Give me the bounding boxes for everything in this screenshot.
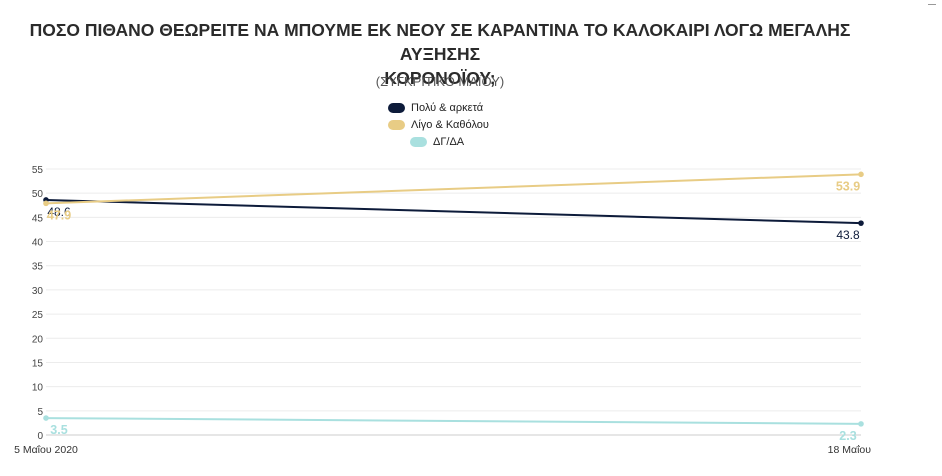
legend-label-series-3: ΔΓ/ΔΑ xyxy=(433,136,465,148)
legend-swatch-series-2 xyxy=(388,120,405,130)
legend-item-series-3[interactable]: ΔΓ/ΔΑ xyxy=(410,134,489,150)
chart-subtitle: (ΣΥΓΚΡΙΤΙΚΟ ΜΑΪΟΥ) xyxy=(375,74,505,89)
y-tick-label-15: 15 xyxy=(32,358,44,369)
x-tick-label-1: 18 Μαΐου xyxy=(828,444,872,456)
chart-legend: Πολύ & αρκετά Λίγο & Καθόλου ΔΓ/ΔΑ xyxy=(388,100,489,151)
y-tick-label-5: 5 xyxy=(37,407,43,418)
series-1-point-1 xyxy=(858,220,864,226)
y-tick-label-40: 40 xyxy=(32,238,44,249)
series-3-data-label-1: 2.3 xyxy=(839,429,856,443)
legend-swatch-series-1 xyxy=(388,103,405,113)
legend-label-series-2: Λίγο & Καθόλου xyxy=(411,119,489,131)
y-tick-label-20: 20 xyxy=(32,334,44,345)
series-2-data-label-1: 53.9 xyxy=(836,179,860,193)
y-tick-label-55: 55 xyxy=(32,165,44,176)
series-2-point-1 xyxy=(858,171,864,178)
series-line-1 xyxy=(45,198,862,225)
chart-title-line-1: ΠΟΣΟ ΠΙΘΑΝΟ ΘΕΩΡΕΙΤΕ ΝΑ ΜΠΟΥΜΕ ΕΚ ΝΕΟΥ Σ… xyxy=(29,20,851,64)
series-line-3 xyxy=(45,417,862,425)
series-1-data-label-1: 43.8 xyxy=(836,228,860,242)
y-tick-label-30: 30 xyxy=(32,286,44,297)
y-tick-label-45: 45 xyxy=(32,213,44,224)
chart-title: ΠΟΣΟ ΠΙΘΑΝΟ ΘΕΩΡΕΙΤΕ ΝΑ ΜΠΟΥΜΕ ΕΚ ΝΕΟΥ Σ… xyxy=(0,18,880,90)
x-tick-label-0: 5 Μαΐου 2020 xyxy=(14,444,78,456)
chart-title-line-2: ΚΟΡΟΝΟΪΟΥ; xyxy=(384,68,496,88)
y-tick-label-50: 50 xyxy=(32,189,44,200)
series-3-point-1 xyxy=(858,421,864,427)
legend-item-series-2[interactable]: Λίγο & Καθόλου xyxy=(388,117,489,133)
y-tick-label-0: 0 xyxy=(37,431,43,442)
series-2-point-0 xyxy=(43,200,49,207)
legend-item-series-1[interactable]: Πολύ & αρκετά xyxy=(388,100,489,116)
y-tick-label-10: 10 xyxy=(32,383,44,394)
legend-swatch-series-3 xyxy=(410,137,427,147)
y-tick-label-25: 25 xyxy=(32,310,44,321)
legend-label-series-1: Πολύ & αρκετά xyxy=(411,102,484,114)
y-tick-label-35: 35 xyxy=(32,262,44,273)
series-2-data-label-0: 47.9 xyxy=(47,208,71,222)
series-3-point-0 xyxy=(43,415,49,421)
corner-mark xyxy=(928,0,936,5)
series-line-2 xyxy=(45,173,862,205)
series-1-data-label-0: 48.6 xyxy=(47,205,71,219)
series-3-data-label-0: 3.5 xyxy=(50,423,67,437)
